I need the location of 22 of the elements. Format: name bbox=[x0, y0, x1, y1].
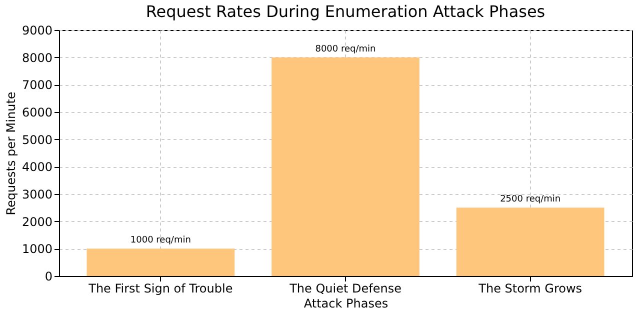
y-tick-label: 9000 bbox=[22, 24, 52, 38]
y-tick-label: 0 bbox=[44, 270, 52, 284]
y-tick-label: 8000 bbox=[22, 50, 52, 65]
y-tick-label: 3000 bbox=[22, 188, 52, 202]
x-tick-label: The Storm Grows bbox=[478, 282, 582, 296]
x-axis-title: Attack Phases bbox=[304, 296, 388, 310]
bar bbox=[86, 248, 235, 276]
y-axis-title: Requests per Minute bbox=[4, 92, 18, 216]
y-tick-label: 1000 bbox=[22, 242, 52, 256]
data-label: 8000 req/min bbox=[315, 44, 376, 54]
x-tick-label: The First Sign of Trouble bbox=[88, 282, 233, 296]
y-tick-label: 2000 bbox=[22, 214, 52, 229]
data-label: 2500 req/min bbox=[500, 194, 561, 205]
y-tick-label: 6000 bbox=[22, 106, 52, 120]
data-label: 1000 req/min bbox=[130, 236, 191, 246]
y-tick-label: 4000 bbox=[22, 160, 52, 174]
x-tick-label: The Quiet Defense bbox=[288, 282, 402, 296]
bar bbox=[456, 208, 604, 276]
y-tick-label: 5000 bbox=[22, 132, 52, 147]
y-tick-label: 7000 bbox=[22, 78, 52, 92]
chart-title: Request Rates During Enumeration Attack Phases bbox=[146, 2, 546, 21]
bar bbox=[272, 57, 420, 276]
